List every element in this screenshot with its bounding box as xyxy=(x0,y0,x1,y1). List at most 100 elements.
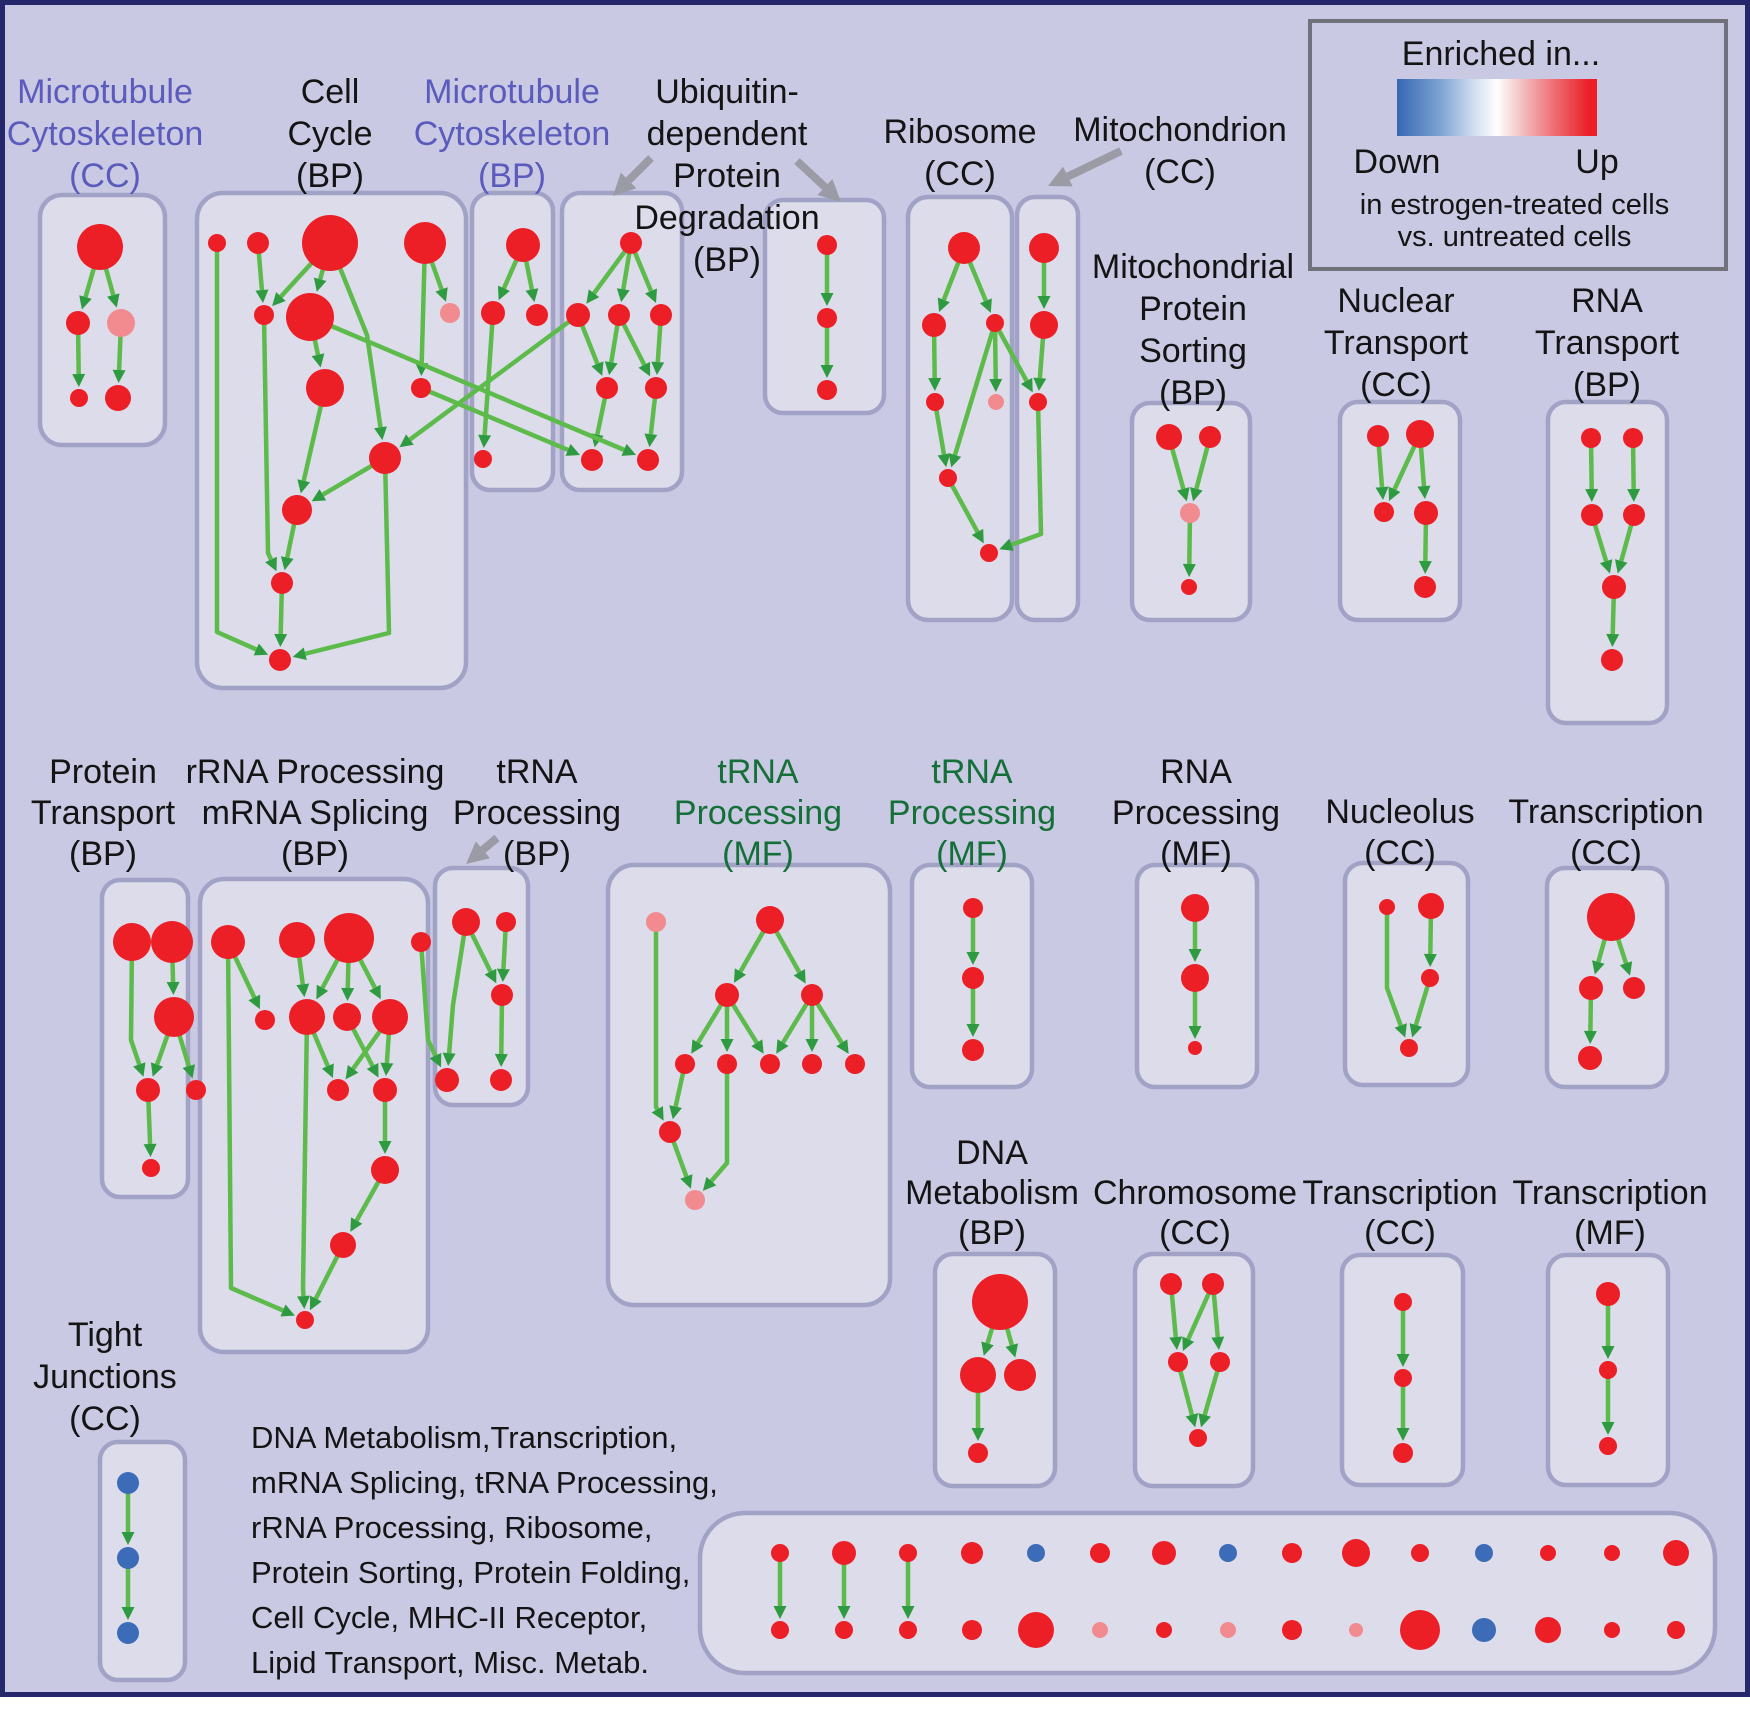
edge-a2-o2-arrowhead xyxy=(837,1606,851,1619)
edge-l1-l3-arrowhead xyxy=(1619,961,1633,976)
edge-d1-d3-arrowhead xyxy=(1005,1343,1019,1358)
node-trna-processing-mf-large-f11 xyxy=(685,1190,705,1210)
group-label-nuclear-transport: Nuclear Transport (CC) xyxy=(1324,282,1469,404)
edge-r6-r7-arrowhead xyxy=(971,528,984,544)
summary-note-line: rRNA Processing, Ribosome, xyxy=(251,1510,653,1545)
edge-r4-r6-arrowhead xyxy=(937,453,951,468)
label-pointer-arrow-0 xyxy=(625,155,654,184)
node-rrna-processing-mrna-splicing-g8 xyxy=(372,999,408,1035)
node-microtubule-bp-b4 xyxy=(474,450,492,468)
node-rrna-processing-mrna-splicing-g7 xyxy=(333,1003,361,1031)
node-misc-categories-a15 xyxy=(1663,1540,1689,1566)
group-label-trna-processing-mf-large: tRNA Processing (MF) xyxy=(674,753,842,873)
node-nuclear-transport-n4 xyxy=(1414,501,1438,525)
node-protein-transport-p4 xyxy=(136,1078,160,1102)
edge-a1-o1-arrowhead xyxy=(773,1606,787,1619)
node-transcription-mf-y1 xyxy=(1596,1282,1620,1306)
legend: Enriched in... Down Up in estrogen-treat… xyxy=(1308,19,1728,271)
node-cell-cycle-c9 xyxy=(411,378,431,398)
node-misc-categories-a9 xyxy=(1282,1543,1302,1563)
node-trna-processing-mf-large-f3 xyxy=(715,983,739,1007)
node-mito-protein-sorting-s4 xyxy=(1181,579,1197,595)
node-chromosome-cc-e5 xyxy=(1189,1429,1207,1447)
edge-p2-p3-arrowhead xyxy=(166,981,180,996)
group-label-mito-protein-sorting: Mitochondrial Protein Sorting (BP) xyxy=(1092,248,1294,412)
edge-f4-f8-arrowhead xyxy=(805,1039,819,1052)
legend-caption-line2: vs. untreated cells xyxy=(1397,221,1632,253)
group-box-nuclear-transport xyxy=(1337,399,1463,623)
edge-p3-p4-arrowhead xyxy=(150,1062,164,1077)
node-cell-cycle-c4 xyxy=(404,222,446,264)
node-protein-transport-p3 xyxy=(154,997,194,1037)
edge-p3-p5-arrowhead xyxy=(182,1064,196,1079)
node-trna-processing-mf-large-f1 xyxy=(646,912,666,932)
edge-c6-c8-arrowhead xyxy=(311,353,325,368)
node-ribosome-cc-r7 xyxy=(980,544,998,562)
edge-z1-z2-arrowhead xyxy=(121,1532,135,1545)
edge-t2-t3-arrowhead xyxy=(496,968,510,983)
summary-note-line: DNA Metabolism,Transcription, xyxy=(251,1420,678,1455)
node-ubiquitin-degradation-u2 xyxy=(566,303,590,327)
node-mitochondrion-cc-w2 xyxy=(1030,311,1058,339)
node-cell-cycle-c3 xyxy=(302,215,358,271)
edge-u2-c10 xyxy=(408,313,580,442)
legend-up-label: Up xyxy=(1575,143,1619,181)
node-ubiquitin-degradation-u6 xyxy=(645,377,667,399)
node-chromosome-cc-e1 xyxy=(1160,1273,1182,1295)
edge-v2-v3-arrowhead xyxy=(820,365,834,378)
node-chromosome-cc-e3 xyxy=(1168,1352,1188,1372)
group-label-ribosome-cc: Ribosome (CC) xyxy=(883,113,1036,193)
node-misc-categories-o14 xyxy=(1604,1622,1620,1638)
edge-p4-p6-arrowhead xyxy=(143,1143,157,1158)
edge-r6-r7 xyxy=(946,476,980,534)
group-box-misc-categories xyxy=(697,1510,1718,1676)
edge-n2-n4-arrowhead xyxy=(1417,485,1431,500)
summary-note-line: mRNA Splicing, tRNA Processing, xyxy=(251,1465,718,1500)
edge-w2-w3-arrowhead xyxy=(1033,377,1047,392)
edge-z2-z3-arrowhead xyxy=(121,1607,135,1620)
node-misc-categories-a8 xyxy=(1219,1544,1237,1562)
edge-f6-f11 xyxy=(709,1064,730,1183)
edge-p1-p4 xyxy=(128,941,142,1066)
label-pointer-arrow-1-arrowhead xyxy=(817,178,841,202)
node-cell-cycle-c11 xyxy=(282,495,312,525)
node-rna-transport-q3 xyxy=(1581,504,1603,526)
edge-k2-k3-arrowhead xyxy=(1423,953,1437,968)
node-rrna-processing-mrna-splicing-g5 xyxy=(255,1010,275,1030)
group-label-microtubule-cc: Microtubule Cytoskeleton (CC) xyxy=(7,73,204,195)
node-transcription-mf-y3 xyxy=(1599,1437,1617,1455)
edge-c4-c7-arrowhead xyxy=(435,287,448,302)
node-microtubule-cc-m3 xyxy=(107,309,135,337)
edge-m3-m5-arrowhead xyxy=(112,369,126,384)
node-cell-cycle-c13 xyxy=(269,649,291,671)
edge-n4-n5-arrowhead xyxy=(1418,560,1432,575)
group-label-nucleolus-cc: Nucleolus (CC) xyxy=(1325,793,1474,872)
node-transcription-mf-y2 xyxy=(1599,1361,1617,1379)
label-pointer-arrow-1 xyxy=(794,158,828,190)
node-cell-cycle-c2 xyxy=(247,232,269,254)
edge-f1-f10-arrowhead xyxy=(651,1106,664,1121)
edge-g4-t4-arrowhead xyxy=(429,1052,442,1068)
edge-w3-r7 xyxy=(1010,401,1044,547)
edge-g1-g13-arrowhead xyxy=(280,1304,295,1317)
edge-f1-f10 xyxy=(653,922,660,1111)
summary-note-line: Cell Cycle, MHC-II Receptor, xyxy=(251,1600,648,1635)
node-cell-cycle-c6 xyxy=(286,293,334,341)
node-misc-categories-a12 xyxy=(1475,1544,1493,1562)
edge-f6-f11-arrowhead xyxy=(702,1176,717,1191)
node-nuclear-transport-n1 xyxy=(1367,425,1389,447)
node-ribosome-cc-r3 xyxy=(986,314,1004,332)
node-ubiquitin-degradation-u8 xyxy=(637,449,659,471)
edge-j2-j3-arrowhead xyxy=(1188,1026,1202,1039)
edge-g4-t4 xyxy=(418,941,438,1057)
node-trna-processing-bp-t3 xyxy=(491,984,513,1006)
edge-f3-f6-arrowhead xyxy=(720,1039,734,1052)
edge-r3-r5-arrowhead xyxy=(989,378,1003,393)
edge-c3-c10-arrowhead xyxy=(374,426,387,441)
edge-u2-c10-arrowhead xyxy=(399,434,414,448)
edge-v1-v2-arrowhead xyxy=(820,293,834,306)
edge-n1-n3-arrowhead xyxy=(1375,486,1389,501)
node-trna-processing-bp-t4 xyxy=(435,1068,459,1092)
edge-q4-q5-arrowhead xyxy=(1614,559,1628,574)
node-misc-categories-a13 xyxy=(1540,1545,1556,1561)
